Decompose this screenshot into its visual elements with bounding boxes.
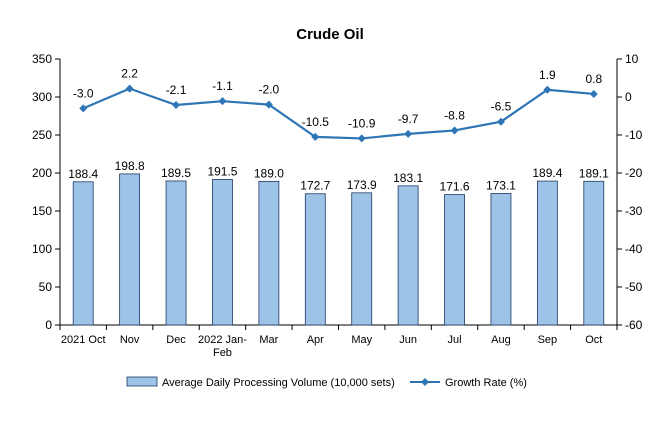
growth-rate-label: 2.2	[121, 67, 138, 81]
legend-line-marker	[421, 378, 429, 386]
x-axis-category-label: 2022 Jan-	[198, 334, 247, 346]
left-axis-tick-label: 100	[32, 242, 52, 256]
legend-bar-label: Average Daily Processing Volume (10,000 …	[162, 377, 395, 389]
bar	[536, 180, 558, 326]
x-axis-category-label: 2021 Oct	[61, 334, 106, 346]
growth-rate-label: -10.5	[302, 115, 330, 129]
growth-rate-point	[404, 129, 413, 138]
x-axis-category-label: Mar	[259, 334, 278, 346]
bar	[258, 180, 280, 326]
right-axis-tick-label: 10	[625, 52, 639, 66]
x-axis-category-label: Aug	[491, 334, 511, 346]
growth-rate-point	[589, 89, 598, 98]
x-axis-category-label: May	[351, 334, 372, 346]
growth-rate-line	[82, 87, 594, 140]
bar	[304, 193, 326, 326]
growth-rate-label: -2.0	[259, 83, 280, 97]
bar-value-label: 171.6	[440, 180, 470, 194]
bar	[490, 193, 512, 326]
x-axis-category-label: Oct	[585, 334, 602, 346]
growth-rate-label: -6.5	[491, 100, 512, 114]
growth-rate-point	[125, 84, 134, 93]
legend-bar-swatch	[126, 376, 158, 387]
growth-rate-point	[311, 132, 320, 141]
x-axis-category-label: Sep	[538, 334, 558, 346]
left-axis-tick-label: 250	[32, 128, 52, 142]
left-axis-tick-label: 150	[32, 204, 52, 218]
x-axis-category-label: Jun	[399, 334, 417, 346]
right-axis-tick-label: -40	[625, 242, 643, 256]
bar-value-label: 189.4	[532, 166, 562, 180]
growth-rate-label: -8.8	[444, 108, 465, 122]
bar-value-label: 172.7	[300, 179, 330, 193]
left-axis-tick-label: 200	[32, 166, 52, 180]
growth-rate-point	[218, 97, 227, 106]
bar	[72, 181, 94, 326]
growth-rate-point	[172, 100, 181, 109]
growth-rate-point	[543, 85, 552, 94]
bar	[351, 192, 373, 326]
bar-value-label: 173.1	[486, 178, 516, 192]
left-axis-tick-label: 50	[39, 280, 53, 294]
bar	[583, 180, 605, 326]
right-axis-tick-label: 0	[625, 90, 632, 104]
growth-rate-point	[496, 117, 505, 126]
right-axis-tick-label: -60	[625, 318, 643, 332]
growth-rate-label: -2.1	[166, 83, 187, 97]
bar-value-label: 198.8	[115, 159, 145, 173]
right-axis-tick-label: -20	[625, 166, 643, 180]
left-axis-tick-label: 350	[32, 52, 52, 66]
bar	[165, 180, 187, 326]
bar	[212, 179, 233, 326]
bar-value-label: 183.1	[393, 171, 423, 185]
growth-rate-label: -9.7	[398, 112, 419, 126]
left-axis-tick-label: 0	[45, 318, 52, 332]
bar	[119, 173, 141, 326]
growth-rate-label: -3.0	[73, 86, 94, 100]
right-axis-tick-label: -30	[625, 204, 643, 218]
bar	[444, 194, 465, 326]
growth-rate-point	[450, 126, 459, 135]
growth-rate-label: -10.9	[348, 116, 376, 130]
bar-value-label: 189.0	[254, 166, 284, 180]
right-axis-tick-label: -50	[625, 280, 643, 294]
legend-line-label: Growth Rate (%)	[445, 377, 527, 389]
growth-rate-label: 1.9	[539, 68, 556, 82]
bar-value-label: 189.1	[579, 166, 609, 180]
x-axis-category-label: Dec	[166, 334, 186, 346]
growth-rate-point	[79, 104, 88, 113]
growth-rate-point	[264, 100, 273, 109]
bar-value-label: 191.5	[207, 164, 237, 178]
x-axis-category-label: Apr	[307, 334, 324, 346]
left-axis-tick-label: 300	[32, 90, 52, 104]
bar	[397, 185, 419, 326]
growth-rate-point	[357, 134, 366, 143]
growth-rate-label: -1.1	[212, 79, 233, 93]
x-axis-category-label: Feb	[213, 347, 232, 359]
growth-rate-label: 0.8	[585, 72, 602, 86]
x-axis-category-label: Jul	[448, 334, 462, 346]
bar-value-label: 188.4	[68, 167, 98, 181]
bar-value-label: 173.9	[347, 178, 377, 192]
right-axis-tick-label: -10	[625, 128, 643, 142]
bar-value-label: 189.5	[161, 166, 191, 180]
x-axis-category-label: Nov	[120, 334, 140, 346]
chart-title: Crude Oil	[296, 26, 364, 43]
